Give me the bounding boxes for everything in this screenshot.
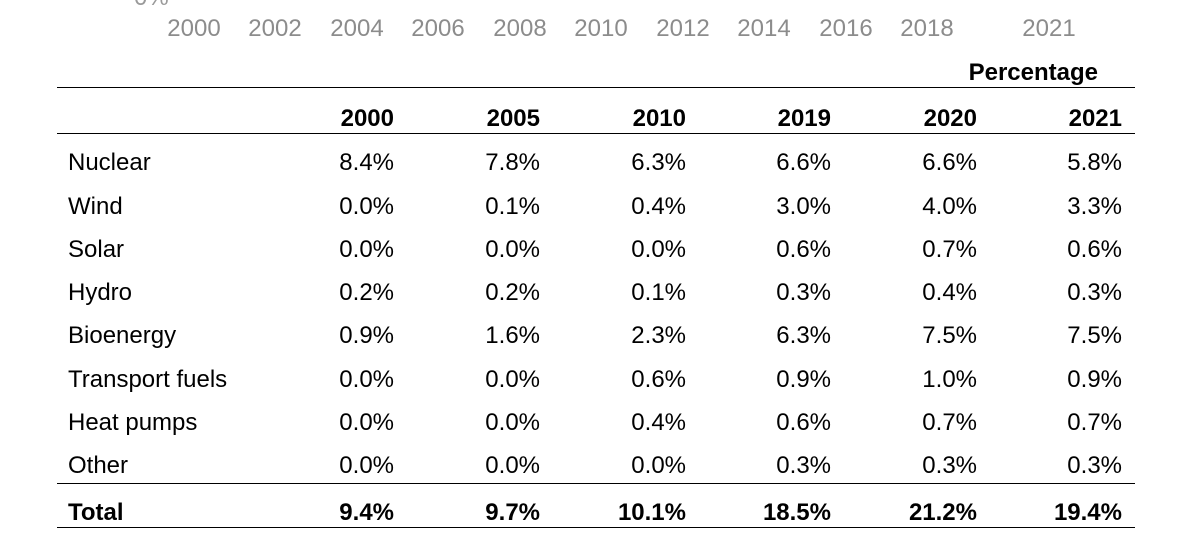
- table-cell: 1.0%: [922, 366, 977, 393]
- x-tick-label: 2004: [330, 15, 384, 42]
- row-label: Transport fuels: [68, 366, 228, 393]
- units-label: Percentage: [968, 59, 1098, 86]
- axis-cut-label: 0%: [134, 0, 169, 10]
- table-row-bioenergy: Bioenergy 0.9% 1.6% 2.3% 6.3% 7.5% 7.5%: [0, 321, 1200, 355]
- table-cell: 0.0%: [485, 236, 540, 263]
- table-cell: 0.0%: [339, 409, 394, 436]
- x-tick-label: 2000: [167, 15, 221, 42]
- table-cell: 8.4%: [339, 149, 394, 176]
- table-cell: 5.8%: [1067, 149, 1122, 176]
- table-cell: 1.6%: [485, 322, 540, 349]
- total-top-rule: [57, 483, 1135, 484]
- table-cell: 0.0%: [339, 366, 394, 393]
- table-cell: 0.9%: [1067, 366, 1122, 393]
- x-tick-label: 2016: [819, 15, 873, 42]
- table-cell: 0.6%: [776, 409, 831, 436]
- row-label: Other: [68, 452, 129, 479]
- table-cell: 0.0%: [339, 452, 394, 479]
- table-cell: 0.6%: [776, 236, 831, 263]
- table-row-solar: Solar 0.0% 0.0% 0.0% 0.6% 0.7% 0.6%: [0, 235, 1200, 269]
- table-cell: 0.0%: [485, 366, 540, 393]
- table-cell: 0.3%: [1067, 452, 1122, 479]
- table-cell: 9.7%: [485, 499, 540, 526]
- table-cell: 7.5%: [1067, 322, 1122, 349]
- table-cell: 0.7%: [922, 409, 977, 436]
- table-row-heat-pumps: Heat pumps 0.0% 0.0% 0.4% 0.6% 0.7% 0.7%: [0, 408, 1200, 442]
- table-bottom-rule: [57, 527, 1135, 528]
- table-cell: 0.3%: [922, 452, 977, 479]
- row-label: Wind: [68, 193, 123, 220]
- table-row-transport-fuels: Transport fuels 0.0% 0.0% 0.6% 0.9% 1.0%…: [0, 365, 1200, 399]
- table-row-nuclear: Nuclear 8.4% 7.8% 6.3% 6.6% 6.6% 5.8%: [0, 148, 1200, 182]
- x-tick-label: 2010: [574, 15, 628, 42]
- table-cell: 0.2%: [339, 279, 394, 306]
- table-cell: 0.2%: [485, 279, 540, 306]
- x-tick-label: 2014: [737, 15, 791, 42]
- table-cell: 6.6%: [922, 149, 977, 176]
- table-cell: 0.4%: [631, 193, 686, 220]
- table-cell: 0.7%: [1067, 409, 1122, 436]
- x-tick-label: 2008: [493, 15, 547, 42]
- table-cell: 0.0%: [339, 236, 394, 263]
- table-cell: 3.0%: [776, 193, 831, 220]
- table-cell: 0.0%: [339, 193, 394, 220]
- table-cell: 0.1%: [485, 193, 540, 220]
- x-tick-label: 2006: [411, 15, 465, 42]
- table-cell: 19.4%: [1053, 499, 1122, 526]
- table-cell: 6.3%: [776, 322, 831, 349]
- table-cell: 0.3%: [776, 279, 831, 306]
- table-cell: 18.5%: [762, 499, 831, 526]
- table-cell: 7.8%: [485, 149, 540, 176]
- table-cell: 0.9%: [776, 366, 831, 393]
- table-cell: 6.6%: [776, 149, 831, 176]
- table-cell: 0.9%: [339, 322, 394, 349]
- table-cell: 2.3%: [631, 322, 686, 349]
- row-label: Bioenergy: [68, 322, 177, 349]
- table-cell: 0.0%: [631, 452, 686, 479]
- table-cell: 10.1%: [617, 499, 686, 526]
- row-label: Total: [68, 499, 124, 526]
- table-cell: 0.4%: [922, 279, 977, 306]
- table-row-total: Total 9.4% 9.7% 10.1% 18.5% 21.2% 19.4%: [0, 498, 1200, 532]
- x-tick-label: 2018: [900, 15, 954, 42]
- table-cell: 0.0%: [485, 452, 540, 479]
- row-label: Hydro: [68, 279, 133, 306]
- table-cell: 6.3%: [631, 149, 686, 176]
- table-cell: 0.3%: [776, 452, 831, 479]
- table-cell: 0.0%: [485, 409, 540, 436]
- row-label: Heat pumps: [68, 409, 198, 436]
- table-cell: 0.1%: [631, 279, 686, 306]
- year-header: 2005: [486, 105, 540, 132]
- table-cell: 9.4%: [339, 499, 394, 526]
- x-tick-label: 2021: [1022, 15, 1076, 42]
- table-cell: 0.6%: [1067, 236, 1122, 263]
- year-header: 2020: [923, 105, 977, 132]
- table-cell: 21.2%: [908, 499, 977, 526]
- year-header: 2000: [340, 105, 394, 132]
- x-tick-label: 2002: [248, 15, 302, 42]
- year-header: 2019: [777, 105, 831, 132]
- table-cell: 0.4%: [631, 409, 686, 436]
- header-bottom-rule: [57, 133, 1135, 134]
- table-cell: 0.6%: [631, 366, 686, 393]
- x-tick-label: 2012: [656, 15, 710, 42]
- table-row-wind: Wind 0.0% 0.1% 0.4% 3.0% 4.0% 3.3%: [0, 192, 1200, 226]
- year-header: 2010: [632, 105, 686, 132]
- year-header: 2021: [1068, 105, 1122, 132]
- chart-x-axis: 2000 2002 2004 2006 2008 2010 2012 2014 …: [0, 15, 1200, 45]
- table-cell: 0.0%: [631, 236, 686, 263]
- row-label: Solar: [68, 236, 125, 263]
- row-label: Nuclear: [68, 149, 151, 176]
- table-cell: 7.5%: [922, 322, 977, 349]
- table-cell: 3.3%: [1067, 193, 1122, 220]
- table-cell: 0.3%: [1067, 279, 1122, 306]
- table-cell: 4.0%: [922, 193, 977, 220]
- table-row-hydro: Hydro 0.2% 0.2% 0.1% 0.3% 0.4% 0.3%: [0, 278, 1200, 312]
- table-top-rule: [57, 87, 1135, 88]
- table-cell: 0.7%: [922, 236, 977, 263]
- table-row-other: Other 0.0% 0.0% 0.0% 0.3% 0.3% 0.3%: [0, 451, 1200, 485]
